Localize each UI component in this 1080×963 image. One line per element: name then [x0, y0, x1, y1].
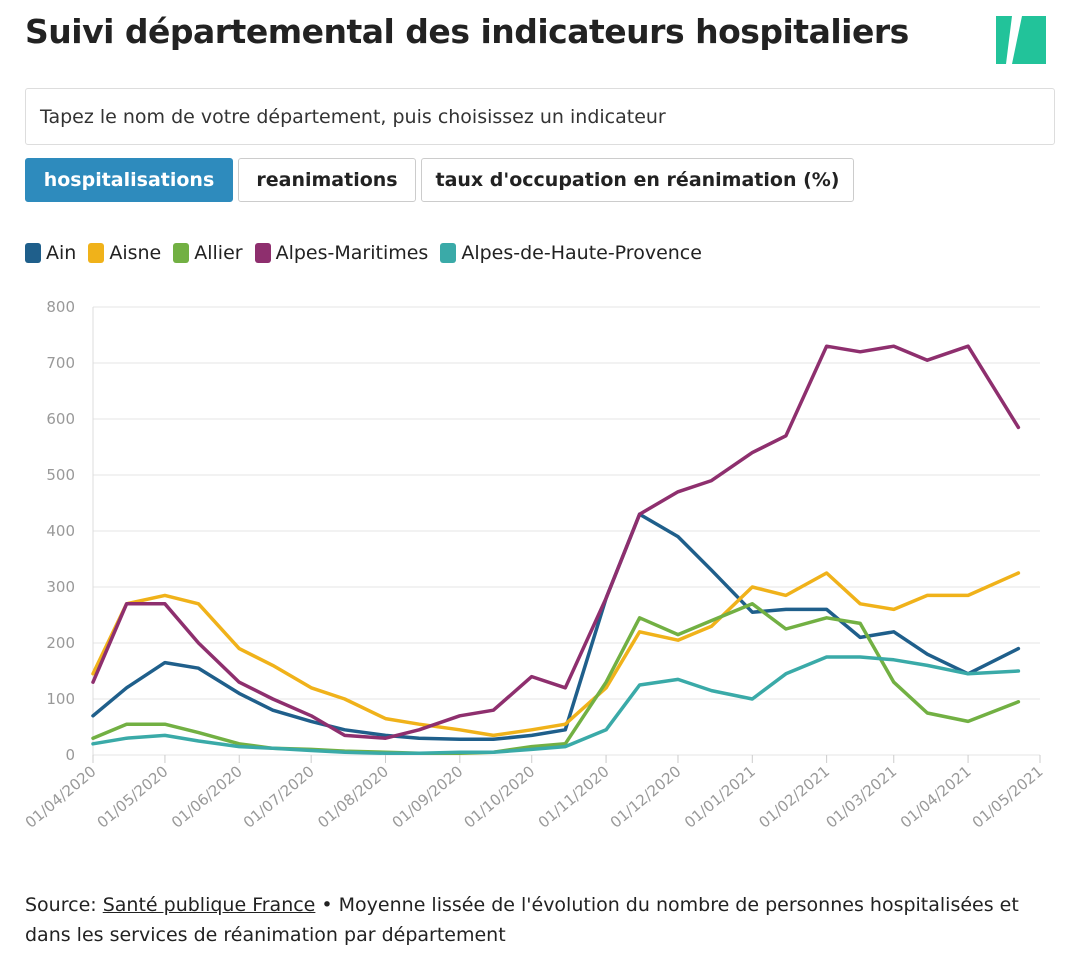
- legend-label: Allier: [194, 242, 243, 264]
- series-line: [91, 655, 1021, 756]
- chart: 010020030040050060070080001/04/202001/05…: [22, 298, 1047, 832]
- series-line: [91, 602, 1021, 756]
- y-tick-label: 100: [46, 690, 75, 708]
- legend-label: Aisne: [109, 242, 162, 264]
- x-tick-label: 01/10/2020: [460, 762, 538, 831]
- series-line: [91, 512, 1021, 742]
- y-tick-label: 400: [46, 522, 75, 540]
- x-tick-label: 01/01/2021: [681, 762, 759, 831]
- legend-swatch: [173, 243, 190, 263]
- y-tick-label: 800: [46, 298, 75, 316]
- x-tick-label: 01/02/2021: [755, 762, 833, 831]
- x-tick-label: 01/04/2021: [897, 762, 975, 831]
- legend-label: Alpes-Maritimes: [275, 242, 429, 264]
- y-tick-label: 500: [46, 466, 75, 484]
- x-tick-label: 01/07/2020: [240, 762, 318, 831]
- footer-note: • Moyenne lissée de l'évolution du nombr…: [25, 894, 1019, 946]
- x-tick-label: 01/09/2020: [389, 762, 467, 831]
- legend: Ain Aisne Allier Alpes-Maritimes Alpes-de-Ha…: [25, 242, 702, 264]
- source-link[interactable]: Santé publique France: [102, 894, 316, 916]
- x-tick-label: 01/05/2020: [94, 762, 172, 831]
- y-tick-label: 600: [46, 410, 75, 428]
- tab-button[interactable]: reanimations: [238, 158, 416, 202]
- legend-swatch: [88, 243, 105, 263]
- x-tick-label: 01/03/2021: [823, 762, 901, 831]
- legend-item: Allier: [173, 242, 243, 264]
- y-tick-label: 0: [65, 746, 75, 764]
- search-input[interactable]: Tapez le nom de votre département, puis …: [25, 88, 1055, 145]
- tab-button[interactable]: taux d'occupation en réanimation (%): [421, 158, 854, 202]
- legend-item: Aisne: [88, 242, 161, 264]
- legend-swatch: [254, 243, 271, 263]
- legend-item: Ain: [25, 242, 76, 264]
- y-tick-label: 300: [46, 578, 75, 596]
- legend-swatch: [25, 243, 41, 263]
- x-tick-label: 01/08/2020: [314, 762, 392, 831]
- series-line: [91, 571, 1021, 738]
- footer: Source: Santé publique France • Moyenne …: [25, 890, 1055, 950]
- tab-button[interactable]: hospitalisations: [25, 158, 233, 202]
- x-tick-label: 01/12/2020: [607, 762, 685, 831]
- logo: [996, 16, 1046, 64]
- page-title: Suivi départemental des indicateurs hosp…: [25, 12, 909, 51]
- legend-label: Ain: [46, 242, 77, 264]
- x-tick-label: 01/04/2020: [22, 762, 100, 831]
- legend-label: Alpes-de-Haute-Provence: [461, 242, 702, 264]
- x-tick-label: 01/11/2020: [535, 762, 613, 831]
- legend-item: Alpes-de-Haute-Provence: [440, 242, 702, 264]
- y-tick-label: 200: [46, 634, 75, 652]
- source-label: Source:: [25, 894, 97, 916]
- series-line: [91, 344, 1021, 740]
- x-tick-label: 01/05/2021: [969, 762, 1047, 831]
- y-tick-label: 700: [46, 354, 75, 372]
- legend-swatch: [440, 243, 457, 263]
- x-tick-label: 01/06/2020: [168, 762, 246, 831]
- legend-item: Alpes-Maritimes: [254, 242, 429, 264]
